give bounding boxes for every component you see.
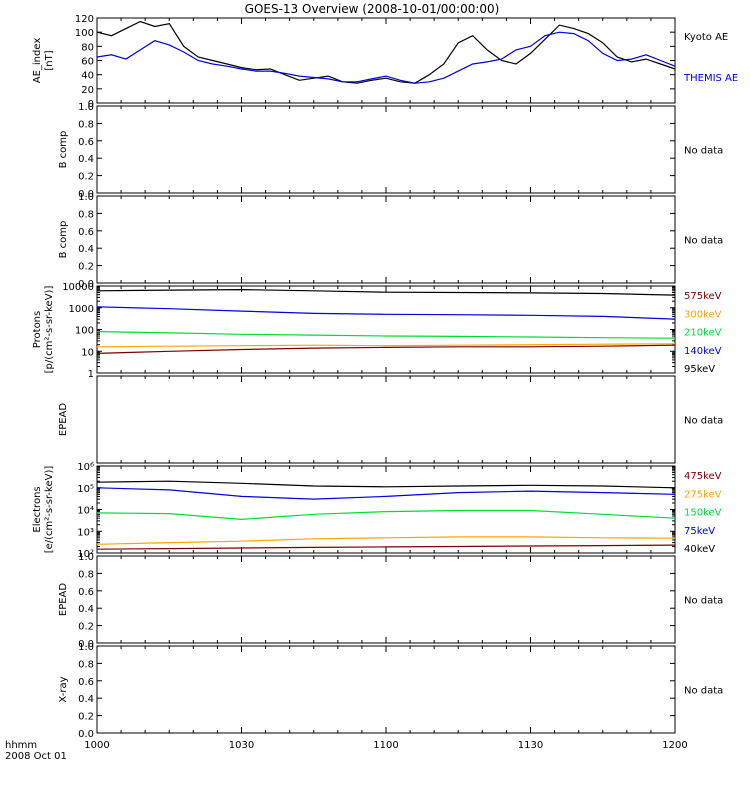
epead_2-ytick-label: 0.8	[78, 569, 94, 580]
xray-ytick-label: 0.8	[78, 659, 94, 670]
electrons-ytick-label: 10⁵	[77, 484, 94, 495]
xray-status: No data	[684, 686, 723, 697]
xray-ylabel: X-ray	[58, 676, 69, 702]
b_comp_1-ytick-label: 0.4	[78, 154, 94, 165]
time-tick-label: 1200	[662, 740, 687, 751]
electrons-series-275kev	[96, 536, 676, 545]
ae_index-ylabel-units: [nT]	[44, 50, 55, 70]
b_comp_2-ytick-label: 0.4	[78, 244, 94, 255]
protons-ytick-label: 10000	[62, 282, 94, 293]
ae_index-ytick-label: 20	[81, 85, 94, 96]
ae_index-ytick-label: 80	[81, 42, 94, 53]
electrons-series-150kev	[96, 509, 676, 521]
protons-frame	[96, 285, 676, 374]
protons-ytick-label: 1	[88, 369, 94, 380]
electrons-legend-275keV: 275keV	[684, 489, 722, 500]
electrons-ytick-label: 10³	[77, 527, 94, 538]
epead_1-frame	[96, 375, 676, 464]
electrons-legend-40keV: 40keV	[684, 544, 715, 555]
b_comp_1-ytick-label: 1.0	[78, 102, 94, 113]
ae_index-ytick-label: 40	[81, 71, 94, 82]
b_comp_1-ytick-label: 0.2	[78, 172, 94, 183]
b_comp_1-status: No data	[684, 146, 723, 157]
b_comp_2-status: No data	[684, 236, 723, 247]
electrons-series-75kev	[96, 487, 676, 500]
panels-group: 0 20 40 60 80 100 120 AE_index [nT] Kyoto AE THEMI…	[32, 14, 738, 751]
b_comp_1-ytick-label: 0.6	[78, 137, 94, 148]
time-axis-label-date: 2008 Oct 01	[5, 751, 67, 762]
epead_2-ytick-label: 0.6	[78, 587, 94, 598]
time-tick-label: 1100	[373, 740, 398, 751]
protons-ytick-label: 1000	[69, 304, 94, 315]
protons-series-210kev	[96, 331, 676, 339]
electrons-ylabel-units: [e/(cm²-s-sr-keV)]	[44, 466, 55, 554]
xray-ytick-label: 0.0	[78, 729, 94, 740]
protons-series-300kev	[96, 343, 676, 348]
b_comp_2-ytick-label: 0.6	[78, 227, 94, 238]
time-tick-label: 1030	[229, 740, 254, 751]
epead_1-ylabel: EPEAD	[58, 403, 69, 437]
electrons-legend-75keV: 75keV	[684, 526, 715, 537]
protons-ylabel: Protons	[32, 311, 43, 348]
b_comp_2-frame	[96, 195, 676, 284]
ae_index-series-themis-ae	[96, 31, 676, 84]
b_comp_2-ylabel: B comp	[58, 221, 69, 259]
b_comp_2-ytick-label: 0.2	[78, 262, 94, 273]
electrons-series-475kev	[96, 544, 676, 550]
electrons-ytick-label: 10⁴	[77, 506, 94, 517]
b_comp_2-ytick-label: 0.0	[78, 279, 94, 290]
xray-frame	[96, 645, 676, 734]
xray-ytick-label: 0.4	[78, 694, 94, 705]
electrons-series-40kev	[96, 480, 676, 489]
protons-series-575kev	[96, 344, 676, 354]
protons-ytick-label: 10	[81, 347, 94, 358]
b_comp_1-frame	[96, 105, 676, 194]
electrons-legend-475keV: 475keV	[684, 471, 722, 482]
b_comp_2-ytick-label: 0.8	[78, 209, 94, 220]
time-tick-label: 1000	[84, 740, 109, 751]
xray-ytick-label: 0.2	[78, 712, 94, 723]
ae_index-ytick-label: 60	[81, 57, 94, 68]
ae_index-ytick-label: 120	[75, 14, 94, 25]
ae_index-ytick-label: 100	[75, 28, 94, 39]
epead_2-ytick-label: 0.0	[78, 639, 94, 650]
protons-legend-575keV: 575keV	[684, 291, 722, 302]
plot-title: GOES-13 Overview (2008-10-01/00:00:00)	[245, 2, 500, 16]
b_comp_1-ytick-label: 0.8	[78, 119, 94, 130]
protons-ytick-label: 100	[75, 326, 94, 337]
b_comp_2-ytick-label: 1.0	[78, 192, 94, 203]
b_comp_1-ytick-label: 0.0	[78, 189, 94, 200]
protons-ylabel-units: [p/(cm²-s-sr-keV)]	[44, 286, 55, 374]
protons-legend-210keV: 210keV	[684, 328, 722, 339]
protons-legend-140keV: 140keV	[684, 346, 722, 357]
time-tick-label: 1130	[518, 740, 543, 751]
electrons-ytick-label: 10²	[77, 549, 94, 560]
time-axis-label-hhmm: hhmm	[5, 740, 37, 751]
xray-ytick-label: 1.0	[78, 642, 94, 653]
epead_2-frame	[96, 555, 676, 644]
epead_2-ytick-label: 0.2	[78, 622, 94, 633]
ae_index-series-kyoto-ae	[96, 20, 676, 84]
electrons-ylabel: Electrons	[32, 486, 43, 532]
electrons-ytick-label: 10⁶	[77, 462, 94, 473]
epead_1-status: No data	[684, 416, 723, 427]
epead_2-ylabel: EPEAD	[58, 583, 69, 617]
legend-themis-ae: THEMIS AE	[683, 73, 738, 84]
ae_index-frame	[96, 17, 676, 104]
epead_2-ytick-label: 1.0	[78, 552, 94, 563]
electrons-frame	[96, 465, 676, 554]
protons-legend-300keV: 300keV	[684, 309, 722, 320]
epead_2-status: No data	[684, 596, 723, 607]
epead_2-ytick-label: 0.4	[78, 604, 94, 615]
ae_index-ylabel: AE_index	[32, 38, 43, 84]
protons-series-140kev	[96, 306, 676, 320]
ae_index-ytick-label: 0	[88, 99, 94, 110]
protons-series-95kev	[96, 288, 676, 296]
protons-legend-95keV: 95keV	[684, 364, 715, 375]
xray-ytick-label: 0.6	[78, 677, 94, 688]
legend-kyoto-ae: Kyoto AE	[684, 32, 728, 43]
b_comp_1-ylabel: B comp	[58, 131, 69, 169]
electrons-legend-150keV: 150keV	[684, 508, 722, 519]
